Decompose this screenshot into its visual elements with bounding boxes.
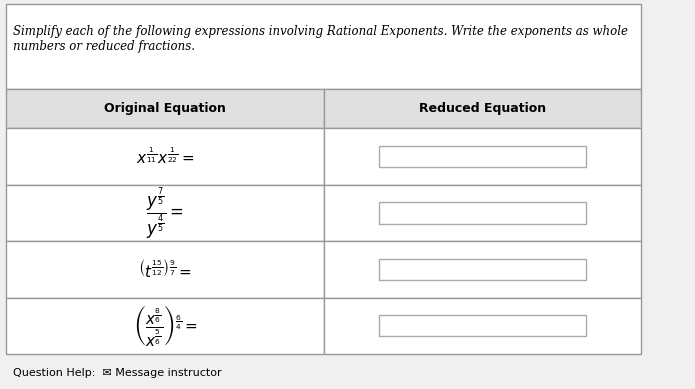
Text: Simplify each of the following expressions involving Rational Exponents. Write t: Simplify each of the following expressio… (13, 25, 628, 53)
FancyBboxPatch shape (6, 185, 324, 241)
Text: $\dfrac{y^{\frac{7}{5}}}{y^{\frac{4}{5}}} =$: $\dfrac{y^{\frac{7}{5}}}{y^{\frac{4}{5}}… (146, 185, 184, 241)
FancyBboxPatch shape (324, 89, 641, 128)
FancyBboxPatch shape (379, 202, 586, 224)
Text: $x^{\frac{1}{11}} x^{\frac{1}{22}} =$: $x^{\frac{1}{11}} x^{\frac{1}{22}} =$ (136, 146, 195, 167)
FancyBboxPatch shape (6, 241, 324, 298)
FancyBboxPatch shape (379, 146, 586, 167)
FancyBboxPatch shape (379, 259, 586, 280)
FancyBboxPatch shape (6, 4, 641, 89)
FancyBboxPatch shape (6, 298, 324, 354)
Text: $\left(t^{\frac{15}{12}}\right)^{\frac{9}{7}} =$: $\left(t^{\frac{15}{12}}\right)^{\frac{9… (138, 258, 192, 280)
Text: Question Help:  ✉ Message instructor: Question Help: ✉ Message instructor (13, 368, 222, 378)
FancyBboxPatch shape (6, 89, 324, 128)
FancyBboxPatch shape (324, 128, 641, 185)
FancyBboxPatch shape (6, 128, 324, 185)
FancyBboxPatch shape (324, 241, 641, 298)
FancyBboxPatch shape (379, 315, 586, 336)
Text: $\left(\dfrac{x^{\frac{8}{6}}}{x^{\frac{5}{6}}}\right)^{\frac{6}{4}} =$: $\left(\dfrac{x^{\frac{8}{6}}}{x^{\frac{… (133, 303, 197, 348)
Text: Original Equation: Original Equation (104, 102, 226, 116)
FancyBboxPatch shape (324, 185, 641, 241)
FancyBboxPatch shape (324, 298, 641, 354)
Text: Reduced Equation: Reduced Equation (418, 102, 546, 116)
